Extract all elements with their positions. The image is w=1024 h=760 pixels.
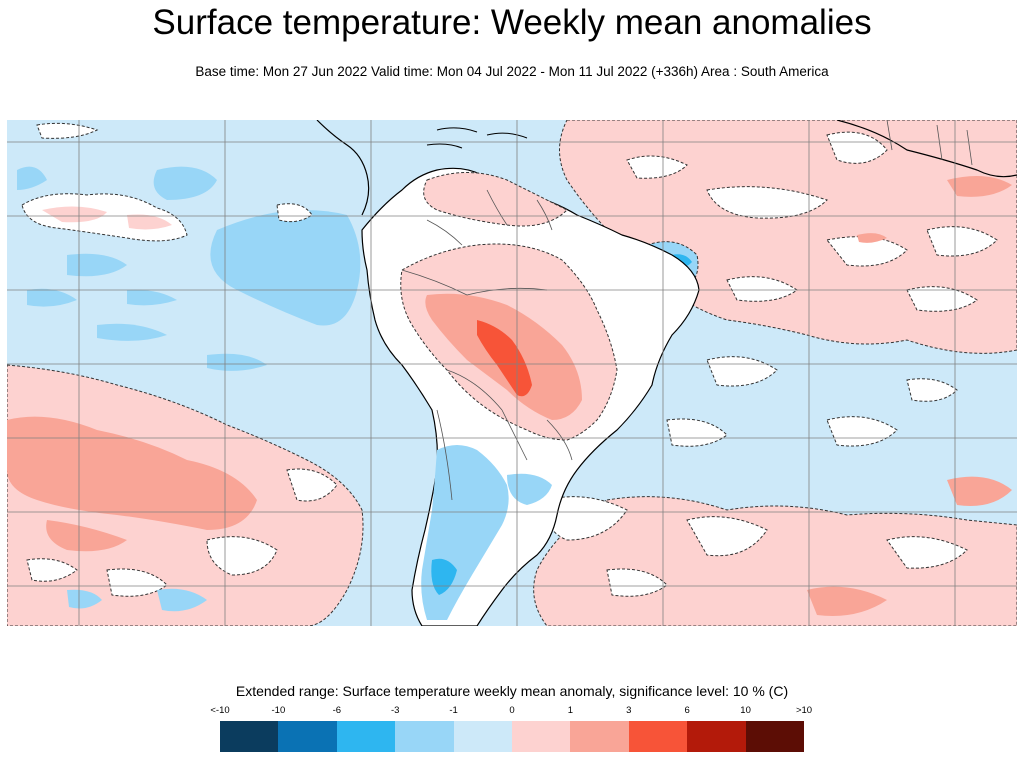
neutral-patch: [276, 203, 313, 223]
cold-anomaly-areas-pacific: [17, 166, 361, 371]
warm-anomaly-north-atlantic: [559, 120, 1017, 354]
legend-color-bar: [220, 721, 805, 752]
legend-swatch: [395, 721, 454, 752]
neutral-patch: [826, 416, 898, 447]
south-atlantic-core: [947, 476, 1012, 506]
cold-patch: [153, 166, 217, 200]
cold-patch: [157, 588, 207, 612]
legend-tick-label: 3: [626, 705, 632, 716]
legend-swatch: [512, 721, 571, 752]
border-line: [426, 219, 463, 246]
border-line: [536, 199, 553, 231]
neutral-patch: [626, 155, 688, 179]
neutral-patch: [926, 226, 998, 257]
neutral-patch: [36, 122, 99, 139]
warm-patch: [42, 206, 107, 223]
warm-anomaly-areas-north-pacific: [42, 206, 172, 230]
border-line: [546, 419, 573, 461]
cold-patch: [17, 166, 47, 190]
south-america-landmass: [361, 167, 700, 626]
legend-swatch: [336, 721, 396, 752]
neutral-patch: [906, 378, 958, 402]
cold-patch: [67, 253, 127, 277]
legend-tick-label: -1: [449, 705, 458, 716]
south-atlantic-core: [807, 586, 887, 616]
border-line: [501, 409, 528, 461]
warm-core: [947, 176, 1012, 197]
legend-tick-label: -10: [271, 705, 286, 716]
south-pacific-core: [7, 416, 257, 530]
south-atlantic-anomalies: [533, 356, 1017, 626]
anomaly-map-svg: [7, 120, 1017, 626]
warm-core: [857, 233, 887, 243]
border-line: [401, 269, 468, 296]
legend-swatch: [628, 721, 688, 752]
neutral-patch: [886, 536, 968, 569]
neutral-patch: [606, 568, 668, 597]
border-line: [436, 409, 453, 501]
neutral-patch: [826, 236, 908, 267]
legend-tick-label: 6: [684, 705, 690, 716]
africa-outline: [836, 120, 1017, 178]
neutral-patch: [666, 418, 728, 447]
cold-patch: [127, 289, 177, 306]
cold-patch: [27, 288, 77, 307]
cold-patch: [97, 323, 167, 341]
legend-tick-label: 1: [567, 705, 574, 716]
legend-swatch: [453, 721, 513, 752]
land-cold-southeast: [507, 473, 552, 505]
chart-title: Surface temperature: Weekly mean anomali…: [152, 3, 872, 42]
neutral-patch: [26, 558, 78, 582]
south-pacific-core-small: [46, 520, 127, 552]
central-america-outline: [316, 120, 370, 216]
south-atlantic-warm-region: [533, 496, 1017, 626]
cold-patch: [207, 353, 267, 371]
legend-swatch: [745, 721, 805, 752]
africa-borders: [886, 120, 973, 166]
legend-swatch: [278, 721, 337, 752]
legend-tick-label: -6: [332, 705, 342, 716]
neutral-patch: [286, 468, 338, 502]
legend-tick-label: -3: [390, 705, 400, 716]
neutral-patch: [906, 286, 978, 312]
warm-patch: [127, 214, 172, 230]
border-line: [486, 189, 508, 226]
legend-swatch: [220, 721, 279, 752]
legend-tick-label: <-10: [210, 705, 230, 716]
border-line: [466, 287, 548, 296]
legend-swatch: [687, 721, 746, 752]
warm-anomaly-south-pacific: [7, 364, 364, 626]
land-warm-north: [423, 172, 568, 227]
caribbean-islands: [426, 127, 528, 149]
legend-tick-label: 0: [509, 705, 515, 716]
border-line: [446, 369, 503, 411]
map-grid: [7, 120, 1017, 626]
legend-tick-labels: <-10 -10 -6 -3 -1 0 1 3 6 10 >10: [210, 705, 812, 719]
neutral-patch: [686, 516, 768, 557]
legend-title: Extended range: Surface temperature week…: [235, 683, 789, 699]
country-borders: [401, 189, 573, 501]
legend-tick-label: 10: [740, 705, 751, 716]
cold-patch: [67, 589, 102, 609]
anomaly-map: [7, 120, 1017, 626]
neutral-patch: [826, 131, 888, 164]
neutral-patch: [106, 568, 168, 597]
chart-subtitle: Base time: Mon 27 Jun 2022 Valid time: M…: [195, 64, 829, 79]
land-strong-warm-core: [477, 320, 532, 397]
neutral-patch: [706, 186, 828, 219]
neutral-patch: [206, 536, 278, 576]
cold-patch: [277, 258, 317, 277]
legend-tick-label: >10: [795, 705, 813, 716]
legend-swatch: [570, 721, 629, 752]
north-atlantic-warm-region: [559, 120, 1017, 354]
